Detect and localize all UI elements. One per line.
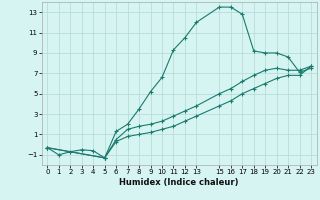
X-axis label: Humidex (Indice chaleur): Humidex (Indice chaleur) (119, 178, 239, 187)
